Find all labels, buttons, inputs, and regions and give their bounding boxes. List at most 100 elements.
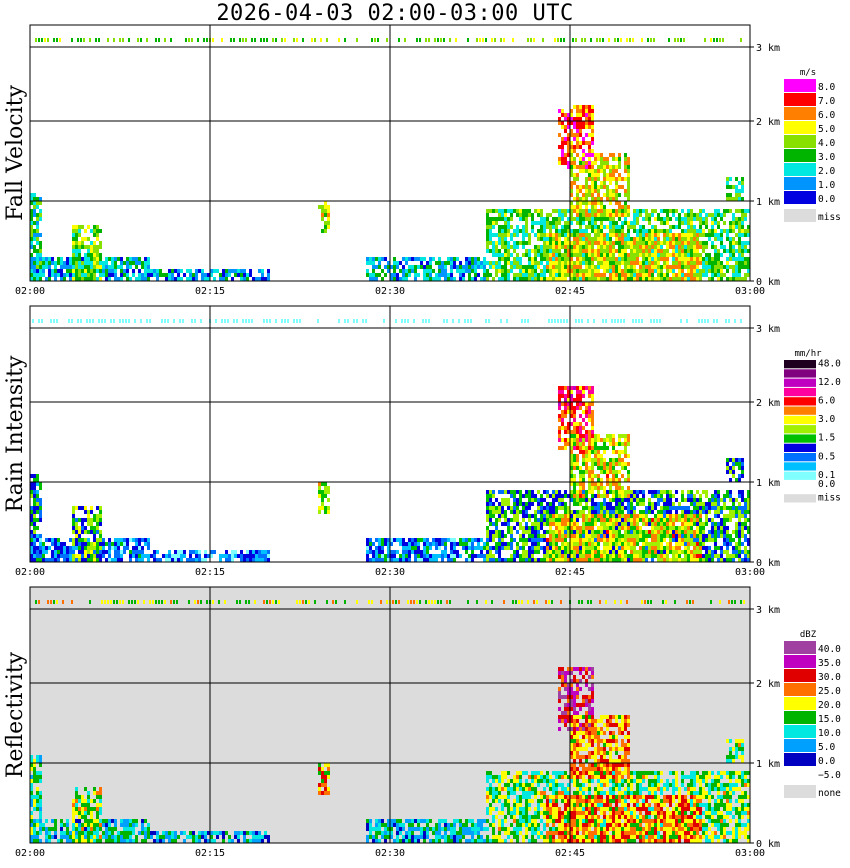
echo-cell: [711, 498, 714, 502]
echo-cell: [642, 498, 645, 502]
echo-cell: [717, 209, 720, 213]
echo-cell: [540, 245, 543, 249]
echo-cell: [549, 502, 552, 506]
echo-cell: [603, 177, 606, 181]
echo-cell: [582, 193, 585, 197]
echo-cell: [477, 273, 480, 277]
echo-cell: [603, 526, 606, 530]
echo-cell: [573, 205, 576, 209]
echo-cell: [681, 221, 684, 225]
echo-cell: [489, 518, 492, 522]
echo-cell: [90, 273, 93, 277]
echo-cell: [471, 269, 474, 273]
echo-cell: [72, 265, 75, 269]
echo-cell: [579, 113, 582, 117]
echo-cell: [576, 554, 579, 558]
echo-cell: [615, 530, 618, 534]
echo-cell: [177, 554, 180, 558]
echo-cell: [738, 554, 741, 558]
echo-cell: [591, 153, 594, 157]
echo-cell: [576, 241, 579, 245]
echo-cell: [555, 277, 558, 281]
echo-cell: [663, 241, 666, 245]
echo-cell: [39, 261, 42, 265]
echo-cell: [711, 265, 714, 269]
echo-cell: [561, 109, 564, 113]
echo-cell: [534, 253, 537, 257]
echo-cell: [66, 550, 69, 554]
echo-cell: [597, 538, 600, 542]
echo-cell: [594, 213, 597, 217]
echo-cell: [653, 38, 655, 42]
echo-cell: [486, 217, 489, 221]
echo-cell: [573, 498, 576, 502]
echo-cell: [648, 241, 651, 245]
echo-cell: [657, 494, 660, 498]
echo-cell: [633, 534, 636, 538]
echo-cell: [302, 38, 304, 42]
echo-cell: [588, 225, 591, 229]
echo-cell: [39, 277, 42, 281]
echo-cell: [741, 221, 744, 225]
echo-cell: [459, 554, 462, 558]
echo-cell: [582, 269, 585, 273]
echo-cell: [480, 546, 483, 550]
echo-cell: [534, 233, 537, 237]
echo-cell: [582, 157, 585, 161]
echo-cell: [642, 237, 645, 241]
echo-cell: [510, 558, 513, 562]
echo-cell: [600, 213, 603, 217]
echo-cell: [648, 510, 651, 514]
echo-cell: [75, 538, 78, 542]
echo-cell: [609, 241, 612, 245]
echo-cell: [705, 257, 708, 261]
echo-cell: [564, 506, 567, 510]
echo-cell: [558, 229, 561, 233]
echo-cell: [618, 257, 621, 261]
echo-cell: [324, 209, 327, 213]
echo-cell: [519, 265, 522, 269]
echo-cell: [591, 245, 594, 249]
echo-cell: [549, 241, 552, 245]
echo-cell: [684, 498, 687, 502]
echo-cell: [423, 546, 426, 550]
echo-cell: [144, 257, 147, 261]
echo-cell: [78, 249, 81, 253]
echo-cell: [618, 518, 621, 522]
echo-cell: [492, 253, 495, 257]
echo-cell: [591, 193, 594, 197]
echo-cell: [687, 498, 690, 502]
echo-cell: [597, 217, 600, 221]
echo-cell: [600, 181, 603, 185]
echo-cell: [408, 554, 411, 558]
echo-cell: [615, 261, 618, 265]
echo-cell: [30, 514, 33, 518]
echo-cell: [741, 530, 744, 534]
echo-cell: [669, 237, 672, 241]
echo-cell: [111, 261, 114, 265]
echo-cell: [203, 38, 205, 42]
echo-cell: [492, 241, 495, 245]
echo-cell: [84, 277, 87, 281]
echo-cell: [735, 534, 738, 538]
echo-cell: [609, 153, 612, 157]
echo-cell: [561, 145, 564, 149]
echo-cell: [519, 502, 522, 506]
echo-cell: [669, 241, 672, 245]
echo-cell: [573, 241, 576, 245]
echo-cell: [455, 38, 457, 42]
echo-cell: [582, 161, 585, 165]
echo-cell: [33, 229, 36, 233]
echo-cell: [57, 558, 60, 562]
echo-cell: [612, 558, 615, 562]
echo-cell: [66, 261, 69, 265]
echo-cell: [567, 506, 570, 510]
echo-cell: [504, 233, 507, 237]
echo-cell: [78, 257, 81, 261]
echo-cell: [579, 109, 582, 113]
echo-cell: [654, 249, 657, 253]
echo-cell: [651, 506, 654, 510]
echo-cell: [87, 510, 90, 514]
echo-cell: [525, 209, 528, 213]
echo-cell: [627, 538, 630, 542]
